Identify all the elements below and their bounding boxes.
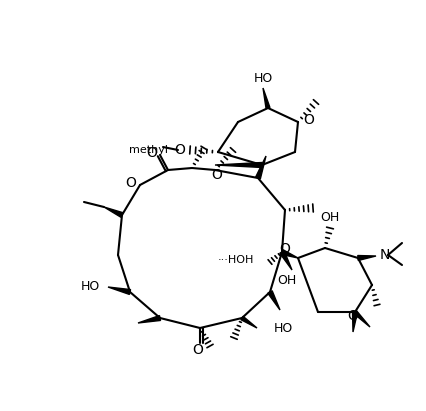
Polygon shape [354,311,370,327]
Text: HO: HO [274,321,293,335]
Text: O: O [279,242,291,256]
Polygon shape [352,312,357,332]
Text: O: O [147,146,158,160]
Text: OH: OH [277,273,296,286]
Polygon shape [138,316,161,323]
Text: O: O [125,176,136,190]
Polygon shape [358,256,376,261]
Polygon shape [268,291,280,310]
Polygon shape [281,249,298,258]
Text: O: O [348,309,358,323]
Polygon shape [280,251,292,270]
Polygon shape [241,316,257,328]
Text: O: O [193,343,204,357]
Text: ···HOH: ···HOH [218,255,254,265]
Text: O: O [303,113,314,127]
Polygon shape [263,88,270,109]
Text: N: N [380,248,390,262]
Polygon shape [108,287,130,294]
Polygon shape [215,162,262,168]
Text: HO: HO [253,72,273,85]
Text: OH: OH [320,212,340,224]
Text: HO: HO [81,279,100,293]
Polygon shape [104,207,123,217]
Text: methyl: methyl [129,145,168,155]
Text: O: O [174,143,185,157]
Text: O: O [212,168,222,182]
Polygon shape [256,156,266,179]
